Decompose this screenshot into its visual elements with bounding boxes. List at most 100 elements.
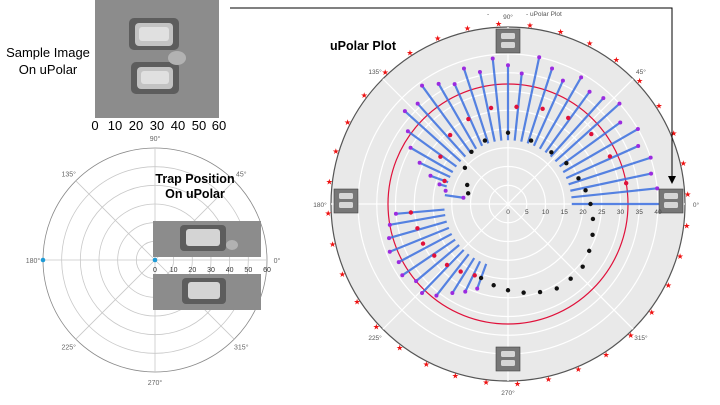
sample-x-tick: 30	[149, 118, 165, 133]
star-icon: ★	[325, 209, 332, 218]
thumbnail-frame	[495, 28, 521, 54]
upolar-bar-tip	[428, 173, 433, 178]
upolar-legend: - uPolar Plot	[526, 11, 562, 18]
upolar-bar-tip	[618, 120, 623, 125]
star-icon: ★	[636, 77, 643, 86]
sample-image-x-axis: 0 10 20 30 40 50 60	[89, 118, 226, 136]
upolar-bar	[532, 80, 564, 147]
trap-radial-ticks: 0 10 20 30 40 50 60	[153, 267, 271, 274]
upolar-points	[408, 104, 629, 295]
upolar-bar	[410, 146, 454, 174]
upolar-angle-label: 225°	[368, 334, 382, 342]
star-icon: ★	[329, 240, 336, 249]
star-icon: ★	[361, 91, 368, 100]
upolar-grid-spoke	[507, 203, 634, 330]
trap-inset-images	[153, 221, 261, 310]
upolar-angle-label: 315°	[634, 334, 648, 342]
upolar-bars	[387, 55, 664, 298]
upolar-inner-point	[469, 149, 474, 154]
star-icon: ★	[332, 147, 339, 156]
star-icon: ★	[482, 378, 489, 387]
upolar-angle-label: 270°	[501, 389, 515, 397]
upolar-mid-point	[607, 154, 613, 159]
upolar-bar-tip	[450, 291, 455, 296]
thumbnail-blob-bottom	[501, 360, 515, 366]
upolar-bar	[453, 83, 484, 147]
star-icon: ★	[627, 331, 634, 340]
trap-inset-image-bottom	[153, 274, 261, 310]
star-icon: ★	[406, 49, 413, 58]
trap-position-polar-chart: 90° 45° 0° 315° 270° 225° 180° 135° 0 10 20 30 40 50…	[26, 135, 281, 387]
upolar-bar	[419, 161, 451, 179]
upolar-radial-tick: 40	[654, 209, 662, 216]
upolar-bar-tip	[420, 83, 425, 88]
trap-radial-tick: 0	[153, 267, 157, 274]
trap-angle-label: 90°	[150, 135, 161, 143]
upolar-thumbnails	[333, 28, 684, 372]
upolar-radial-tick: 25	[598, 209, 606, 216]
upolar-bar-tip	[461, 195, 466, 200]
star-icon: ★	[434, 34, 441, 43]
upolar-radial-tick: 10	[542, 209, 550, 216]
upolar-bar-tip	[387, 236, 392, 241]
upolar-bar-tip	[436, 81, 441, 86]
upolar-radial-tick: 5	[525, 209, 529, 216]
upolar-mid-point	[442, 178, 447, 184]
thumbnail-blob-bottom	[664, 202, 678, 208]
upolar-bar-tip	[475, 286, 480, 291]
upolar-bar-tip	[587, 89, 592, 94]
upolar-thumbnail-270	[495, 346, 521, 372]
thumbnail-blob-bottom	[339, 202, 353, 208]
trap-grid-spoke	[75, 259, 156, 340]
trap-angle-labels: 90° 45° 0° 315° 270° 225° 180° 135°	[26, 135, 281, 387]
trap-inset-image-top	[153, 221, 261, 257]
star-icon: ★	[495, 20, 502, 29]
trap-angle-label: 270°	[148, 379, 163, 387]
trap-grid-spoke	[75, 180, 156, 261]
star-icon: ★	[648, 308, 655, 317]
upolar-bar-tip	[437, 182, 442, 187]
star-icon: ★	[683, 221, 690, 230]
upolar-mid-point	[514, 104, 519, 110]
upolar-angle-label: 180°	[313, 201, 327, 209]
upolar-bar	[538, 76, 583, 150]
thumbnail-blob-top	[339, 193, 353, 199]
upolar-bar-tip	[415, 101, 420, 106]
upolar-mid-point	[447, 132, 453, 138]
upolar-mid-point	[488, 105, 494, 111]
upolar-bar	[571, 187, 658, 199]
legend-dash: -	[487, 11, 489, 18]
trap-angle-label: 315°	[234, 343, 249, 351]
upolar-inner-point	[465, 182, 470, 188]
upolar-star-markers: ★ ★ ★ ★ ★ ★ ★ ★ ★ ★ ★ ★ ★ ★ ★ ★ ★ ★ ★ ★ ★ ★ ★ ★ ★ ★ ★ ★ ★ ★ ★ ★ ★ ★ ★ ★	[325, 20, 692, 389]
upolar-bar-tip	[414, 279, 419, 284]
upolar-inner-point	[586, 248, 592, 254]
upolar-bar	[404, 110, 462, 163]
arrow-head-icon	[668, 176, 676, 184]
trap-radial-tick: 30	[207, 267, 215, 274]
upolar-inner-point	[590, 216, 596, 222]
upolar-bar-tip	[434, 293, 439, 298]
trap-title-line2: On uPolar	[165, 187, 225, 201]
upolar-inner-point	[528, 138, 534, 143]
star-icon: ★	[545, 375, 552, 384]
upolar-bar-tip	[417, 160, 422, 165]
trap-point	[152, 257, 158, 263]
upolar-bar	[526, 68, 554, 144]
upolar-bar-tip	[635, 127, 640, 131]
upolar-bar	[562, 128, 639, 174]
upolar-inner-point	[482, 138, 488, 143]
upolar-bar-tip	[649, 171, 654, 176]
upolar-bar	[398, 232, 453, 264]
upolar-plot-title: uPolar Plot	[330, 39, 396, 53]
upolar-bar	[451, 257, 476, 294]
thumbnail-frame	[333, 188, 359, 214]
thumbnail-blob-top	[664, 193, 678, 199]
upolar-bar-tip	[463, 289, 468, 294]
upolar-bar-tip	[550, 66, 555, 71]
sample-x-tick: 50	[191, 118, 207, 133]
upolar-bar	[568, 156, 651, 186]
upolar-bar	[554, 102, 621, 163]
sample-x-tick: 10	[107, 118, 123, 133]
